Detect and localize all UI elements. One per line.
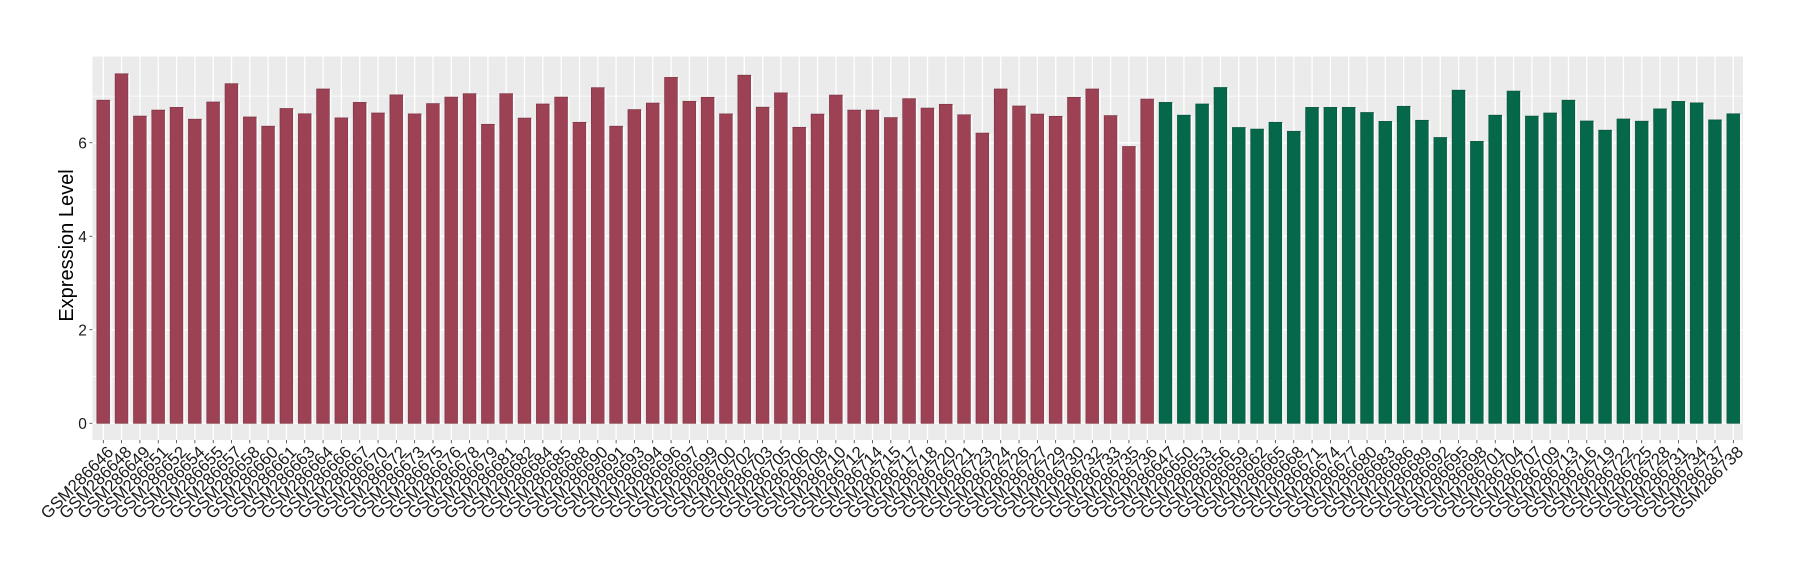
svg-text:0: 0 [78, 416, 87, 433]
svg-text:4: 4 [78, 229, 87, 246]
svg-text:2: 2 [78, 322, 87, 339]
svg-text:6: 6 [78, 135, 87, 152]
svg-text:Expression Level: Expression Level [56, 169, 78, 321]
